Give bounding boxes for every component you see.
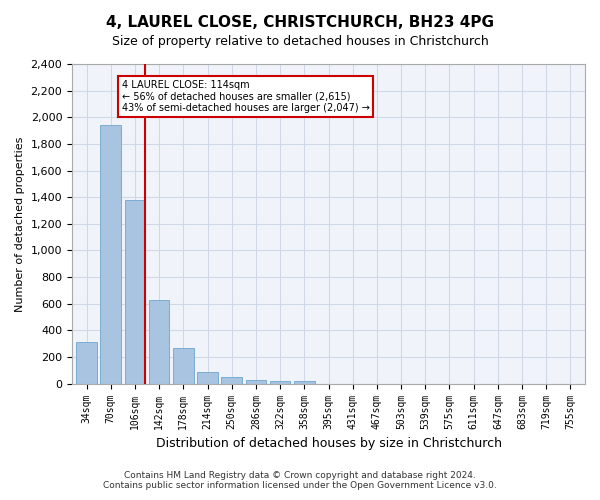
Bar	[149, 300, 169, 384]
Text: Size of property relative to detached houses in Christchurch: Size of property relative to detached ho…	[112, 35, 488, 48]
Text: Contains HM Land Registry data © Crown copyright and database right 2024.
Contai: Contains HM Land Registry data © Crown c…	[103, 470, 497, 490]
Bar	[173, 348, 194, 384]
Bar	[294, 381, 314, 384]
Bar	[125, 200, 145, 384]
Bar	[100, 126, 121, 384]
X-axis label: Distribution of detached houses by size in Christchurch: Distribution of detached houses by size …	[155, 437, 502, 450]
Text: 4 LAUREL CLOSE: 114sqm
← 56% of detached houses are smaller (2,615)
43% of semi-: 4 LAUREL CLOSE: 114sqm ← 56% of detached…	[122, 80, 370, 113]
Bar	[197, 372, 218, 384]
Bar	[221, 377, 242, 384]
Text: 4, LAUREL CLOSE, CHRISTCHURCH, BH23 4PG: 4, LAUREL CLOSE, CHRISTCHURCH, BH23 4PG	[106, 15, 494, 30]
Y-axis label: Number of detached properties: Number of detached properties	[15, 136, 25, 312]
Bar	[270, 381, 290, 384]
Bar	[76, 342, 97, 384]
Bar	[245, 380, 266, 384]
